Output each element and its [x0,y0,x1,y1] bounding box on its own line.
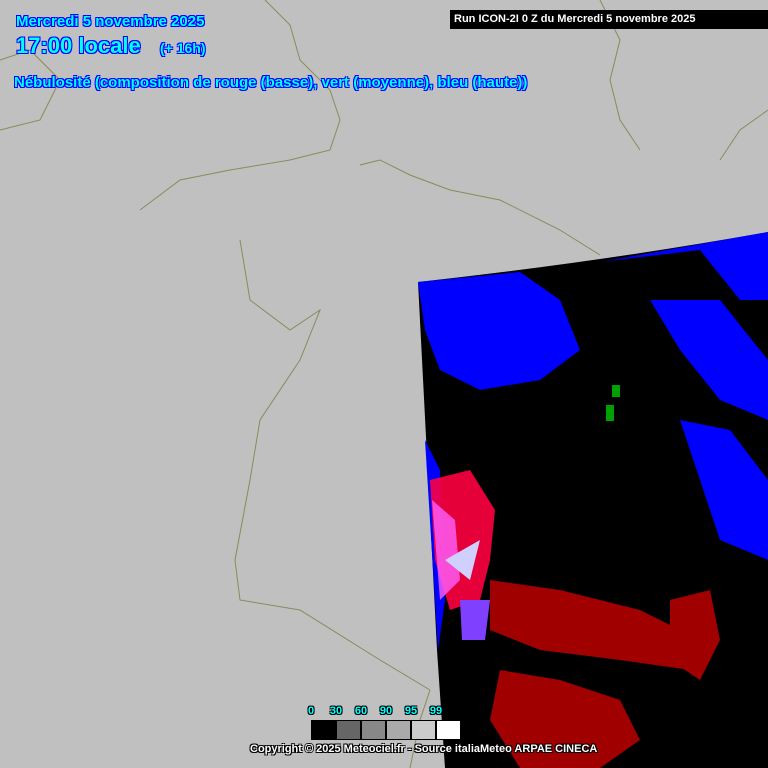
legend-swatch [361,720,386,740]
legend-label: 0 [307,705,315,717]
forecast-time: 17:00 locale [16,33,141,58]
run-info: Run ICON-2I 0 Z du Mercredi 5 novembre 2… [450,10,768,29]
legend-label: 60 [354,705,368,717]
legend-label: 30 [329,705,343,717]
legend-swatch [386,720,411,740]
forecast-lead-time: (+ 16h) [160,40,206,56]
map-title: Nébulosité (composition de rouge (basse)… [14,74,528,91]
legend-swatch [436,720,461,740]
legend-label: 99 [429,705,443,717]
forecast-date: Mercredi 5 novembre 2025 [16,13,205,30]
legend-swatch [311,720,336,740]
legend-label: 95 [404,705,418,717]
copyright: Copyright © 2025 Meteociel.fr - Source i… [250,743,598,755]
low-cloud-areas [490,580,720,768]
mid-cloud-areas [606,385,620,421]
legend-swatch [336,720,361,740]
legend-label: 90 [379,705,393,717]
legend-swatch [411,720,436,740]
